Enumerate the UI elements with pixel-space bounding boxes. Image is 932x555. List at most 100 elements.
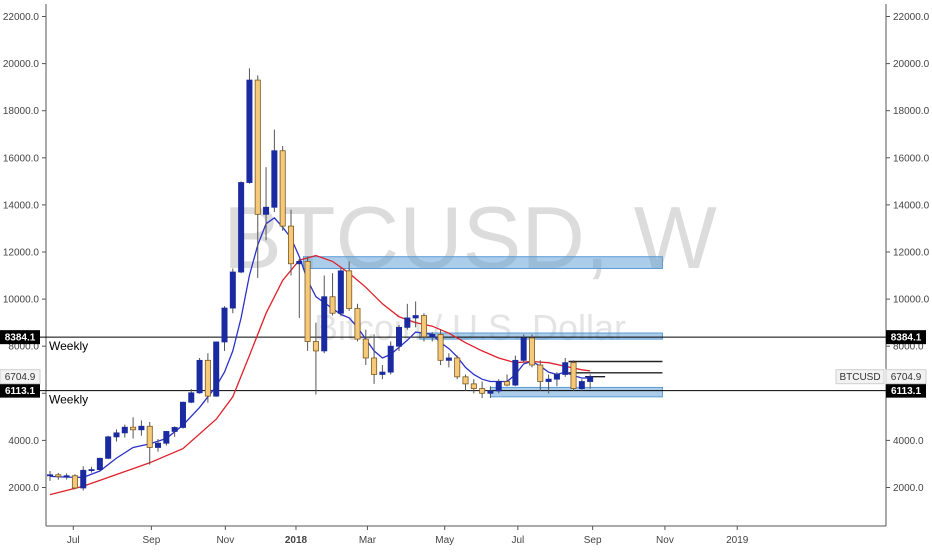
y-tick-label-right: 12000.0 bbox=[893, 248, 930, 259]
y-tick-label-right: 22000.0 bbox=[893, 12, 930, 23]
candle-body bbox=[553, 374, 560, 380]
symbol-tag bbox=[835, 369, 885, 385]
price-tag-box bbox=[886, 330, 926, 345]
candle-body bbox=[296, 261, 303, 265]
candle-body bbox=[470, 383, 477, 389]
candle-body bbox=[130, 426, 137, 431]
y-tick-label-left: 2000.0 bbox=[8, 483, 39, 494]
watermark-symbol: BTCUSD, W bbox=[223, 188, 717, 287]
y-tick-label-right: 8000.0 bbox=[893, 342, 924, 353]
candle-body bbox=[287, 225, 294, 265]
weekly-level-label: Weekly bbox=[49, 339, 88, 353]
symbol-tag-text: BTCUSD bbox=[839, 372, 880, 383]
y-tick-label-right: 10000.0 bbox=[893, 295, 930, 306]
x-tick-label: Sep bbox=[584, 535, 602, 546]
candle-body bbox=[362, 338, 369, 359]
candle-body bbox=[188, 392, 195, 403]
x-tick-label: May bbox=[435, 535, 454, 546]
candle-body bbox=[454, 357, 461, 378]
price-tag-box bbox=[0, 383, 40, 398]
price-tag-text: 8384.1 bbox=[5, 333, 36, 344]
y-tick-label-right: 2000.0 bbox=[893, 483, 924, 494]
candle-body bbox=[321, 296, 328, 352]
candle-body bbox=[346, 270, 353, 309]
candle-body bbox=[337, 270, 344, 314]
price-tag-text: 8384.1 bbox=[891, 333, 922, 344]
y-tick-label-right: 20000.0 bbox=[893, 59, 930, 70]
candle-body bbox=[404, 317, 411, 328]
candle-body bbox=[387, 345, 394, 373]
y-tick-label-right: 14000.0 bbox=[893, 200, 930, 211]
candle-body bbox=[304, 261, 311, 342]
candle-body bbox=[371, 357, 378, 375]
watermark-subtitle: Bitcoin / U.S. Dollar bbox=[314, 307, 626, 348]
zone-box bbox=[419, 332, 663, 340]
candle-body bbox=[479, 388, 486, 394]
y-tick-label-right: 18000.0 bbox=[893, 106, 930, 117]
candle-body bbox=[329, 296, 336, 314]
candle-body bbox=[80, 469, 87, 489]
candle-body bbox=[71, 475, 78, 489]
candle-body bbox=[412, 315, 419, 319]
candle-body bbox=[437, 334, 444, 361]
candle-body bbox=[47, 474, 54, 477]
x-tick-label: Nov bbox=[216, 535, 234, 546]
candle-body bbox=[528, 337, 535, 366]
candle-body bbox=[229, 271, 236, 309]
candle-body bbox=[587, 376, 594, 382]
candles-layer bbox=[47, 68, 594, 491]
current-price-tag-right bbox=[885, 369, 927, 385]
candle-body bbox=[55, 474, 62, 478]
candle-body bbox=[171, 427, 178, 432]
weekly-level-label: Weekly bbox=[49, 393, 88, 407]
candle-body bbox=[263, 206, 270, 215]
y-tick-label-left: 8000.0 bbox=[8, 342, 39, 353]
candle-body bbox=[429, 334, 436, 338]
candle-body bbox=[354, 308, 361, 340]
price-tag-box bbox=[886, 383, 926, 398]
candle-body bbox=[487, 390, 494, 394]
x-tick-label: Sep bbox=[142, 535, 160, 546]
x-tick-label: 2019 bbox=[726, 535, 749, 546]
y-tick-label-left: 12000.0 bbox=[3, 248, 40, 259]
candle-body bbox=[105, 436, 112, 459]
candle-body bbox=[271, 150, 278, 208]
x-tick-label: Mar bbox=[359, 535, 377, 546]
y-tick-label-right: 4000.0 bbox=[893, 436, 924, 447]
price-tag-text: 6113.1 bbox=[891, 386, 921, 397]
y-tick-label-left: 18000.0 bbox=[3, 106, 40, 117]
y-tick-label-left: 14000.0 bbox=[3, 200, 40, 211]
current-price-tag-right-text: 6704.9 bbox=[891, 372, 922, 383]
candle-body bbox=[254, 79, 261, 215]
candle-body bbox=[196, 359, 203, 394]
plot-frame bbox=[45, 4, 887, 527]
candle-body bbox=[221, 307, 228, 343]
x-axis: Jul Sep Nov 2018 Mar May Jul Sep Nov 2019 bbox=[67, 526, 749, 546]
ema-slow-line bbox=[49, 254, 591, 496]
candle-body bbox=[163, 431, 170, 444]
y-tick-label-left: 10000.0 bbox=[3, 295, 40, 306]
candle-body bbox=[179, 401, 186, 428]
candle-body bbox=[155, 442, 162, 448]
y-tick-label-left: 20000.0 bbox=[3, 59, 40, 70]
candle-body bbox=[495, 381, 502, 392]
candle-body bbox=[462, 376, 469, 385]
y-tick-label-left: 16000.0 bbox=[3, 153, 40, 164]
candle-body bbox=[520, 337, 527, 361]
candle-body bbox=[545, 378, 552, 382]
price-tag-text: 6113.1 bbox=[5, 386, 35, 397]
candle-body bbox=[570, 362, 577, 389]
candle-body bbox=[512, 359, 519, 386]
candle-body bbox=[445, 357, 452, 361]
current-price-tag-left-text: 6704.9 bbox=[5, 372, 36, 383]
candle-body bbox=[246, 79, 253, 183]
candle-body bbox=[504, 381, 511, 386]
candle-body bbox=[420, 315, 427, 338]
x-tick-label: Jul bbox=[511, 535, 524, 546]
candle-body bbox=[63, 475, 70, 478]
y-tick-label-right: 16000.0 bbox=[893, 153, 930, 164]
zone-box bbox=[302, 256, 663, 269]
candle-body bbox=[537, 364, 544, 382]
price-labels-layer: 8384.1 8384.1 6113.1 6113.1 6704.9 BTCUSD 6704… bbox=[0, 330, 927, 398]
